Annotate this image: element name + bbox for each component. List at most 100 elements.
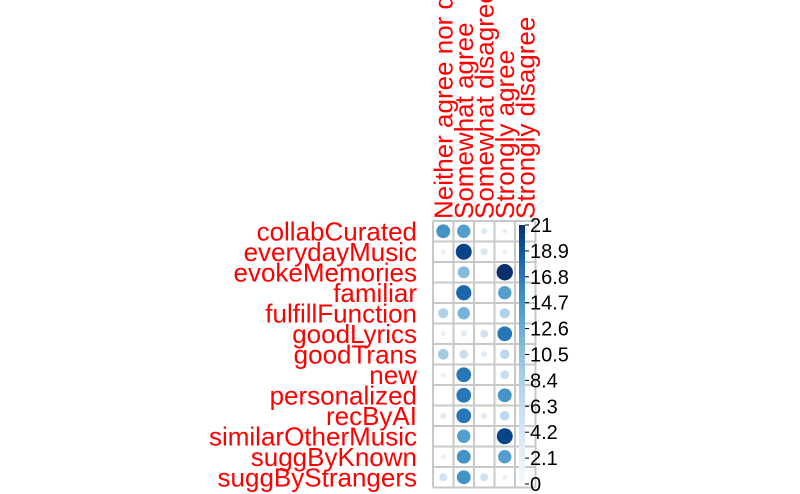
colorbar-segment [519,371,525,377]
column-label: Strongly disagree [510,17,540,219]
colorbar-segment [519,414,525,420]
colorbar-segment [519,363,525,369]
cell-circle [500,349,510,359]
colorbar-segment [519,337,525,343]
colorbar-segment [519,246,525,252]
colorbar-segment [519,255,525,261]
colorbar-segment [519,358,525,364]
row-label: new [369,360,417,390]
colorbar-segment [519,376,525,381]
colorbar-segment [519,285,525,291]
colorbar-segment [519,445,525,451]
colorbar-segment [519,475,525,481]
cell-circle [440,331,446,337]
cell-circle [456,367,472,383]
colorbar-segment [519,419,525,425]
cell-circle [455,243,472,260]
colorbar-segment [519,384,525,390]
colorbar-segment [519,311,525,317]
cell-circle [436,224,451,239]
row-label: collabCurated [257,216,417,246]
colorbar-segment [519,367,525,373]
colorbar-segment [519,458,525,464]
cell-circle [439,473,448,482]
cell-circle [457,307,470,320]
cell-circle [440,454,446,460]
column-label: Neither agree nor disagree [428,0,458,219]
cell-circle [499,308,510,319]
colorbar-segment [519,440,525,446]
colorbar-segment [519,389,525,394]
cell-circle [481,412,488,419]
colorbar-segment [519,354,525,360]
colorbar-segment [519,436,525,442]
cell-circle [456,449,471,464]
colorbar-segment [519,401,525,407]
colorbar-segment [519,453,525,459]
cell-circle [502,249,508,255]
colorbar-segment [519,479,525,485]
cell-circle [498,450,512,464]
cell-circle [498,286,512,300]
matrix-grid [432,220,537,489]
colorbar-segment [519,319,525,325]
row-label: suggByStrangers [218,462,417,492]
row-label: personalized [270,380,417,410]
colorbar-segment [519,471,525,476]
colorbar-segment [519,298,525,304]
cell-circle [500,370,510,380]
colorbar-segment [519,449,525,455]
colorbar-segment [519,233,525,239]
row-labels: collabCuratedeverydayMusicevokeMemoriesf… [209,216,417,492]
row-label: similarOtherMusic [209,421,417,451]
colorbar-tick-label: 18.9 [530,241,569,263]
colorbar-segment [519,462,525,468]
column-label: Somewhat disagree [469,0,499,219]
colorbar-tick-label: 4.2 [530,422,558,444]
colorbar-segment [519,427,525,433]
cell-circle [457,266,470,279]
cell-circle [480,329,489,338]
cell-circle [496,428,513,445]
colorbar-segment [519,393,525,399]
row-label: goodLyrics [292,319,417,349]
cell-circle [496,264,513,281]
cell-circle [456,470,471,485]
colorbar-tick-label: 10.5 [530,345,569,367]
cell-circle [481,351,488,358]
row-label: recByAI [326,401,417,431]
cell-circle [438,308,449,319]
colorbar-segment [519,263,525,269]
row-label: everydayMusic [244,237,417,267]
row-label: suggByKnown [251,442,417,472]
colorbar-segment [519,410,525,416]
colorbar-segment [519,315,525,321]
colorbar-segment [519,259,525,265]
colorbar-tick-label: 8.4 [530,370,558,392]
cell-circle [497,388,512,403]
cell-circle [440,412,447,419]
cell-circle [456,387,472,403]
row-label: fulfillFunction [265,298,417,328]
color-legend: 21 18.9 16.8 14.7 12.6 10.5 8.4 6.3 4.2 2.1 0 [519,215,569,494]
colorbar-segment [519,432,525,438]
cell-circle [481,228,488,235]
cell-circle [502,474,508,480]
colorbar-tick-label: 16.8 [530,267,569,289]
colorbar-segment [519,272,525,278]
colorbar-tick-label: 2.1 [530,448,558,470]
colorbar-segment [519,332,525,338]
cell-circle [460,330,467,337]
colorbar-segment [519,380,525,386]
matrix-circles [436,224,528,485]
colorbar-segment [519,328,525,334]
colorbar-segment [519,237,525,243]
row-label: familiar [333,278,417,308]
colorbar-tick-label: 6.3 [530,396,558,418]
cell-circle [457,224,471,238]
colorbar-segment [519,302,525,308]
colorbar-segment [519,345,525,351]
colorbar-segment [519,397,525,403]
